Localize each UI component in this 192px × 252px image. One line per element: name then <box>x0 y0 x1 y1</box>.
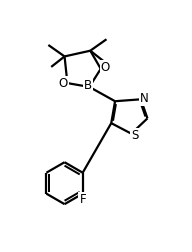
Text: B: B <box>84 79 92 92</box>
Text: F: F <box>79 193 86 205</box>
Text: O: O <box>58 77 68 90</box>
Text: O: O <box>101 61 110 74</box>
Text: N: N <box>140 92 149 105</box>
Text: S: S <box>131 129 139 142</box>
